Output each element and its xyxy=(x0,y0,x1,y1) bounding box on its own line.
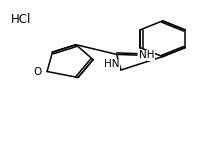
Text: NH: NH xyxy=(139,50,154,60)
Text: HCl: HCl xyxy=(11,13,31,26)
Text: HN: HN xyxy=(104,59,120,69)
Text: O: O xyxy=(33,66,42,77)
